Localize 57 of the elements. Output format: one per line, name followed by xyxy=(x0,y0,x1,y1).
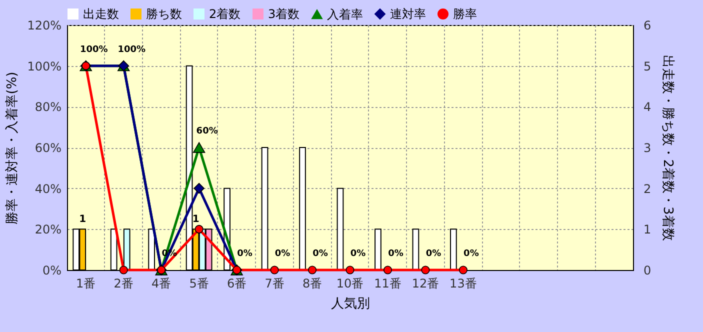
y-tick-label: 0% xyxy=(42,264,62,278)
point xyxy=(194,224,204,234)
point xyxy=(270,266,279,274)
legend-label: 勝ち数 xyxy=(146,7,182,21)
x-axis-title: 人気別 xyxy=(331,296,370,312)
y-axis-title: 勝率・連対率・入着率(%) xyxy=(4,72,20,224)
y2-tick-label: 1 xyxy=(644,222,652,237)
data-label: 100% xyxy=(80,44,108,55)
y2-tick-label: 6 xyxy=(644,18,652,32)
data-label: 0% xyxy=(388,249,404,259)
data-label: 1 xyxy=(192,214,200,226)
data-label: 0% xyxy=(464,249,479,259)
data-label: 0% xyxy=(237,249,252,259)
y2-tick-label: 4 xyxy=(644,100,652,114)
data-label: 0% xyxy=(426,249,442,259)
y-tick-label: 120% xyxy=(27,18,62,32)
y2-tick-label: 0 xyxy=(644,264,652,278)
data-label: 0% xyxy=(350,249,366,259)
y2-tick-label: 2 xyxy=(644,182,652,196)
legend-label: 出走数 xyxy=(83,7,119,21)
legend-label: 3着数 xyxy=(268,7,300,21)
point xyxy=(346,266,354,274)
x-tick-label: 12番 xyxy=(412,276,440,290)
x-tick-label: 10番 xyxy=(336,276,364,290)
point xyxy=(421,266,430,274)
y2-tick-label: 5 xyxy=(644,59,652,74)
x-tick-label: 4番 xyxy=(152,276,172,290)
x-tick-label: 11番 xyxy=(374,276,402,290)
y-tick-label: 80% xyxy=(34,100,62,114)
point xyxy=(383,266,392,274)
data-label: 60% xyxy=(196,126,218,136)
legend-label: 連対率 xyxy=(390,7,426,21)
point xyxy=(308,266,317,274)
x-tick-label: 13番 xyxy=(450,276,477,290)
y-tick-label: 100% xyxy=(27,59,62,74)
y2-tick-label: 3 xyxy=(644,141,652,155)
y-tick-label: 60% xyxy=(34,141,62,155)
x-tick-label: 6番 xyxy=(226,276,247,290)
point xyxy=(192,142,206,153)
legend-label: 勝率 xyxy=(453,7,477,21)
x-tick-label: 7番 xyxy=(264,276,284,290)
y-tick-label: 20% xyxy=(34,222,62,237)
legend-label: 2着数 xyxy=(209,7,241,21)
y2-axis-title: 出走数・勝ち数・2着数・3着数 xyxy=(660,55,676,241)
data-label: 1 xyxy=(79,214,86,226)
y-tick-label: 40% xyxy=(34,182,62,196)
legend-label: 入着率 xyxy=(327,7,363,22)
data-label: 0% xyxy=(274,249,290,259)
x-tick-label: 1番 xyxy=(76,276,96,290)
x-tick-label: 8番 xyxy=(302,276,322,290)
data-label: 100% xyxy=(118,44,146,55)
x-tick-label: 5番 xyxy=(189,276,209,290)
x-tick-label: 2番 xyxy=(114,276,134,290)
point xyxy=(119,266,128,274)
point xyxy=(458,266,468,274)
point xyxy=(194,182,204,194)
data-label: 0% xyxy=(312,249,328,259)
